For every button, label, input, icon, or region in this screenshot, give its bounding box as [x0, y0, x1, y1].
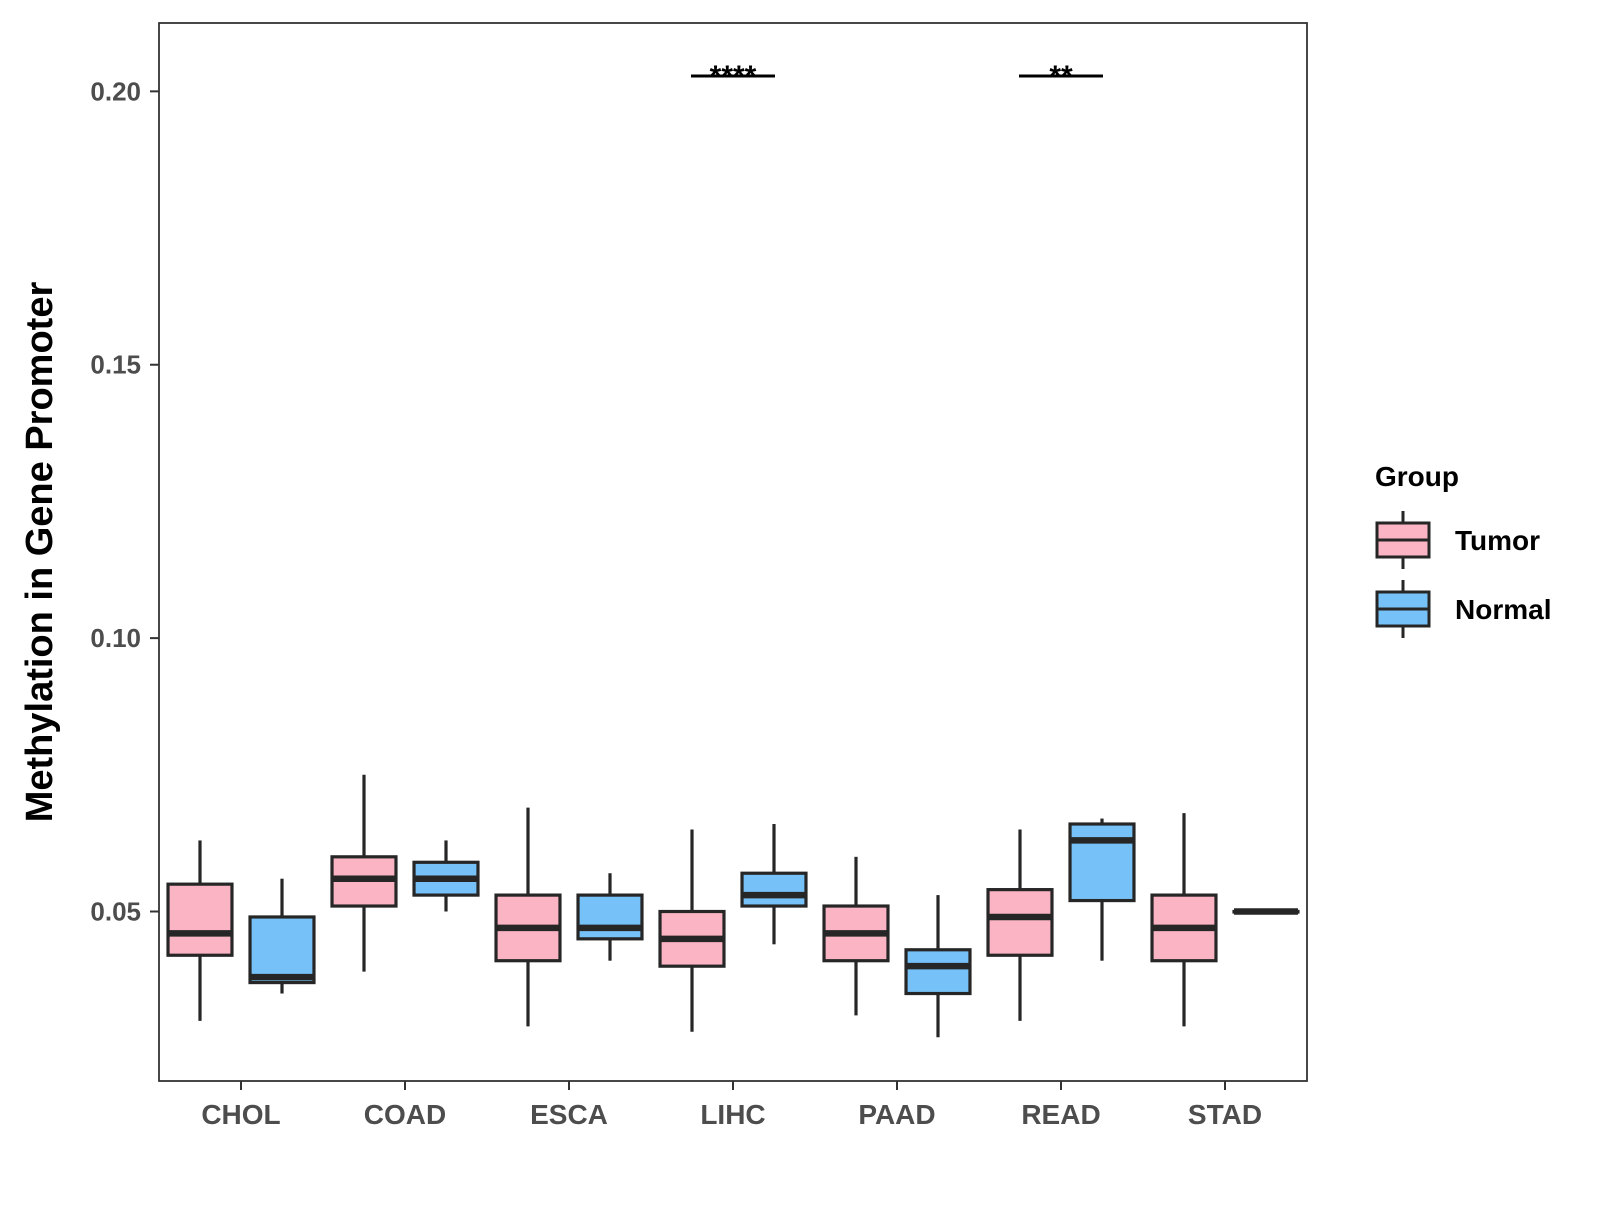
significance-label: **	[1049, 60, 1073, 93]
legend-label: Normal	[1455, 594, 1551, 625]
legend-entry-tumor: Tumor	[1375, 511, 1540, 569]
y-tick-label: 0.20	[90, 76, 141, 106]
y-tick-label: 0.15	[90, 350, 141, 380]
box-body	[166, 882, 234, 957]
box-tumor-lihc	[658, 829, 726, 1032]
x-tick-label: READ	[1021, 1099, 1100, 1130]
box-normal-coad	[412, 840, 480, 912]
x-tick-label: CHOL	[201, 1099, 280, 1130]
y-axis-title: Methylation in Gene Promoter	[19, 282, 61, 823]
box-normal-paad	[904, 895, 972, 1038]
y-tick-label: 0.05	[90, 897, 141, 927]
x-tick-label: COAD	[364, 1099, 446, 1130]
box-tumor-stad	[1150, 813, 1218, 1027]
x-tick-label: LIHC	[700, 1099, 765, 1130]
plot-layer: **** **	[166, 60, 1300, 1038]
x-tick-label: STAD	[1188, 1099, 1262, 1130]
box-tumor-esca	[494, 807, 562, 1027]
box-normal-lihc	[740, 824, 808, 945]
box-normal-esca	[576, 873, 644, 961]
box-body	[740, 871, 808, 908]
axis-layer: 0.05 0.10 0.15 0.20 CHOL COAD ESCA LIHC PAAD READ…	[90, 76, 1262, 1130]
box-body	[248, 915, 316, 985]
box-body	[576, 893, 644, 941]
box-normal-read	[1068, 818, 1136, 961]
legend-label: Tumor	[1455, 525, 1540, 556]
legend: Group Tumor Normal	[1375, 461, 1551, 638]
box-normal-chol	[248, 878, 316, 994]
significance-label: ****	[710, 60, 757, 93]
y-tick-label: 0.10	[90, 623, 141, 653]
box-tumor-coad	[330, 774, 398, 972]
box-tumor-paad	[822, 856, 890, 1016]
box-body	[1068, 822, 1136, 903]
box-body	[904, 948, 972, 996]
x-tick-label: ESCA	[530, 1099, 608, 1130]
legend-title: Group	[1375, 461, 1459, 492]
box-body	[986, 888, 1054, 957]
box-tumor-chol	[166, 840, 234, 1021]
legend-entry-normal: Normal	[1375, 580, 1551, 638]
legend-entries: Tumor Normal	[1375, 511, 1551, 638]
box-normal-stad	[1232, 908, 1300, 915]
box-tumor-read	[986, 829, 1054, 1021]
x-tick-label: PAAD	[858, 1099, 935, 1130]
